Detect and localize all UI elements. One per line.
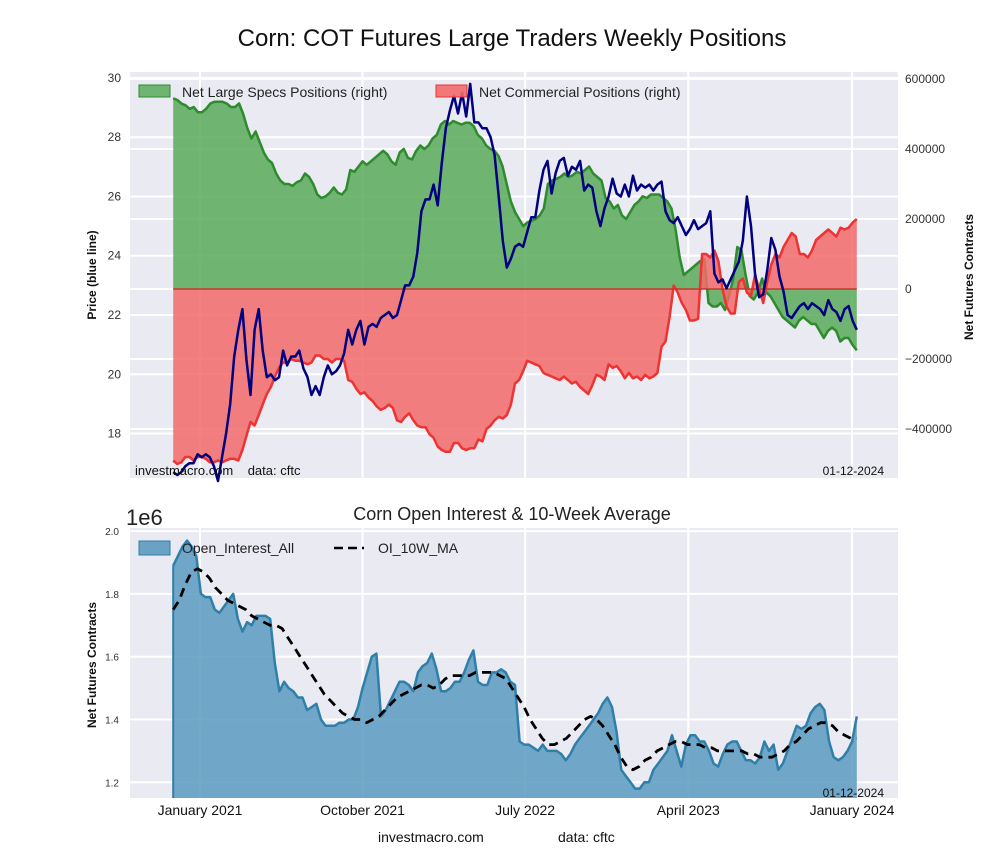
positions-chart: 18 20 22 24 26 28 30 −400000 −200000 0 200000 4000…	[85, 71, 976, 483]
price-tick-label: 26	[108, 189, 122, 203]
date-tick-label: January 2021	[158, 802, 243, 818]
open-interest-chart: Corn Open Interest & 10-Week Average 1e6…	[85, 504, 898, 818]
large-specs-line	[172, 97, 858, 352]
contracts-tick-label: 0	[905, 282, 912, 296]
y-scale-label: 1e6	[126, 505, 163, 530]
net-contracts-axis-label: Net Futures Contracts	[962, 214, 976, 340]
open-interest-area	[173, 540, 857, 798]
price-tick-label: 22	[108, 308, 122, 322]
date-tick-label: July 2022	[495, 802, 555, 818]
figure-title: Corn: COT Futures Large Traders Weekly P…	[238, 25, 787, 52]
legend-label-commercial: Net Commercial Positions (right)	[479, 84, 681, 100]
positions-legend: Net Large Specs Positions (right) Net Co…	[138, 84, 681, 100]
legend-swatch-open-interest	[138, 540, 171, 556]
legend-label-ma: OI_10W_MA	[378, 540, 459, 556]
open-interest-date-annotation: 01-12-2024	[823, 786, 885, 800]
oi-tick-label: 1.4	[105, 716, 119, 727]
open-interest-line	[172, 539, 859, 790]
footer-source: data: cftc	[558, 829, 615, 845]
footer-site: investmacro.com	[378, 829, 484, 845]
open-interest-lines	[172, 567, 857, 772]
contracts-tick-label: 200000	[905, 212, 945, 226]
date-axis-ticks: January 2021 October 2021 July 2022 April 2…	[158, 802, 895, 818]
price-tick-label: 20	[108, 367, 122, 381]
ma-line	[172, 567, 857, 772]
positions-source-annotation: investmacro.com data: cftc	[135, 463, 301, 478]
positions-lines	[172, 82, 858, 483]
legend-label-open-interest: Open_Interest_All	[182, 540, 294, 556]
open-interest-areas	[172, 539, 859, 798]
price-tick-label: 28	[108, 130, 122, 144]
oi-tick-label: 2.0	[105, 527, 119, 538]
open-interest-axis-label: Net Futures Contracts	[85, 602, 99, 728]
date-tick-label: April 2023	[657, 802, 720, 818]
legend-swatch-large-specs	[138, 84, 171, 98]
price-axis-ticks: 18 20 22 24 26 28 30	[108, 71, 122, 441]
open-interest-legend: Open_Interest_All OI_10W_MA	[138, 540, 459, 556]
price-tick-label: 30	[108, 71, 122, 85]
legend-swatch-commercial	[435, 84, 468, 98]
oi-tick-label: 1.6	[105, 653, 119, 664]
positions-date-annotation: 01-12-2024	[823, 464, 885, 478]
contracts-tick-label: 600000	[905, 72, 945, 86]
price-axis-label: Price (blue line)	[85, 230, 99, 319]
net-contracts-axis-ticks: −400000 −200000 0 200000 400000 600000	[905, 72, 952, 436]
date-tick-label: October 2021	[320, 802, 405, 818]
legend-label-large-specs: Net Large Specs Positions (right)	[182, 84, 387, 100]
contracts-tick-label: −400000	[905, 422, 952, 436]
open-interest-title: Corn Open Interest & 10-Week Average	[353, 504, 671, 524]
price-tick-label: 24	[108, 249, 122, 263]
oi-tick-label: 1.8	[105, 590, 119, 601]
date-tick-label: January 2024	[810, 802, 895, 818]
price-line	[172, 82, 858, 483]
price-tick-label: 18	[108, 427, 122, 441]
commercial-area	[173, 219, 857, 464]
contracts-tick-label: −200000	[905, 352, 952, 366]
open-interest-axis-ticks: 1.2 1.4 1.6 1.8 2.0	[105, 527, 119, 789]
large-specs-area	[173, 98, 857, 351]
contracts-tick-label: 400000	[905, 142, 945, 156]
oi-tick-label: 1.2	[105, 778, 119, 789]
